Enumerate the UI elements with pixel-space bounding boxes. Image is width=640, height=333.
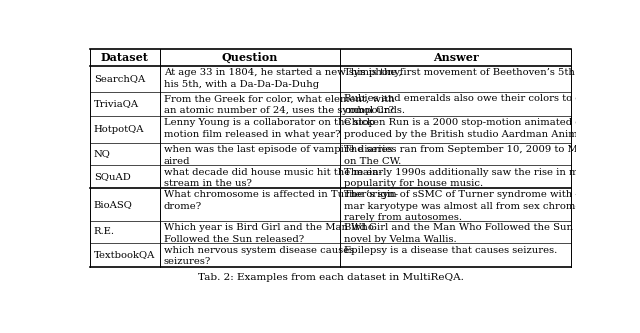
- Text: NQ: NQ: [94, 150, 111, 159]
- Text: Dataset: Dataset: [101, 52, 148, 63]
- Text: Epilepsy is a disease that causes seizures.: Epilepsy is a disease that causes seizur…: [344, 246, 557, 255]
- Text: HotpotQA: HotpotQA: [94, 125, 145, 134]
- Text: Bird Girl and the Man Who Followed the Sun is a 1996
novel by Velma Wallis.: Bird Girl and the Man Who Followed the S…: [344, 223, 622, 244]
- Text: Which year is Bird Girl and the Man Who
Followed the Sun released?: Which year is Bird Girl and the Man Who …: [164, 223, 374, 244]
- Text: Question: Question: [221, 52, 278, 63]
- Text: TriviaQA: TriviaQA: [94, 99, 139, 108]
- Text: when was the last episode of vampire diaries
aired: when was the last episode of vampire dia…: [164, 145, 392, 166]
- Text: What chromosome is affected in Turner’s syn-
drome?: What chromosome is affected in Turner’s …: [164, 190, 398, 211]
- Text: Tab. 2: Examples from each dataset in MultiReQA.: Tab. 2: Examples from each dataset in Mu…: [198, 273, 463, 282]
- Text: The series ran from September 10, 2009 to March 10, 2017
on The CW.: The series ran from September 10, 2009 t…: [344, 145, 640, 166]
- Text: From the Greek for color, what element, with
an atomic number of 24, uses the sy: From the Greek for color, what element, …: [164, 95, 394, 115]
- Text: BioASQ: BioASQ: [94, 200, 132, 209]
- Text: R.E.: R.E.: [94, 227, 115, 236]
- Text: This is the first movement of Beethoven’s 5th symphony.: This is the first movement of Beethoven’…: [344, 69, 631, 78]
- Text: which nervous system disease causes
seizures?: which nervous system disease causes seiz…: [164, 246, 354, 266]
- Text: SQuAD: SQuAD: [94, 172, 131, 181]
- Text: At age 33 in 1804, he started a new symphony,
his 5th, with a Da-Da-Da-Duhg: At age 33 in 1804, he started a new symp…: [164, 69, 401, 89]
- Text: what decade did house music hit the main-
stream in the us?: what decade did house music hit the main…: [164, 168, 381, 188]
- Text: The origin of sSMC of Turner syndrome with 45, X/46, X, +
mar karyotype was almo: The origin of sSMC of Turner syndrome wi…: [344, 190, 640, 222]
- Text: Lenny Young is a collaborator on the stop
motion film released in what year?: Lenny Young is a collaborator on the sto…: [164, 118, 374, 139]
- Text: Rubies and emeralds also owe their colors to chromium
compounds.: Rubies and emeralds also owe their color…: [344, 95, 627, 115]
- Text: TextbookQA: TextbookQA: [94, 250, 156, 259]
- Text: The early 1990s additionally saw the rise in mainstream US
popularity for house : The early 1990s additionally saw the ris…: [344, 168, 640, 188]
- Text: Chicken Run is a 2000 stop-motion animated comedy film
produced by the British s: Chicken Run is a 2000 stop-motion animat…: [344, 118, 637, 139]
- Text: Answer: Answer: [433, 52, 479, 63]
- Text: SearchQA: SearchQA: [94, 74, 145, 83]
